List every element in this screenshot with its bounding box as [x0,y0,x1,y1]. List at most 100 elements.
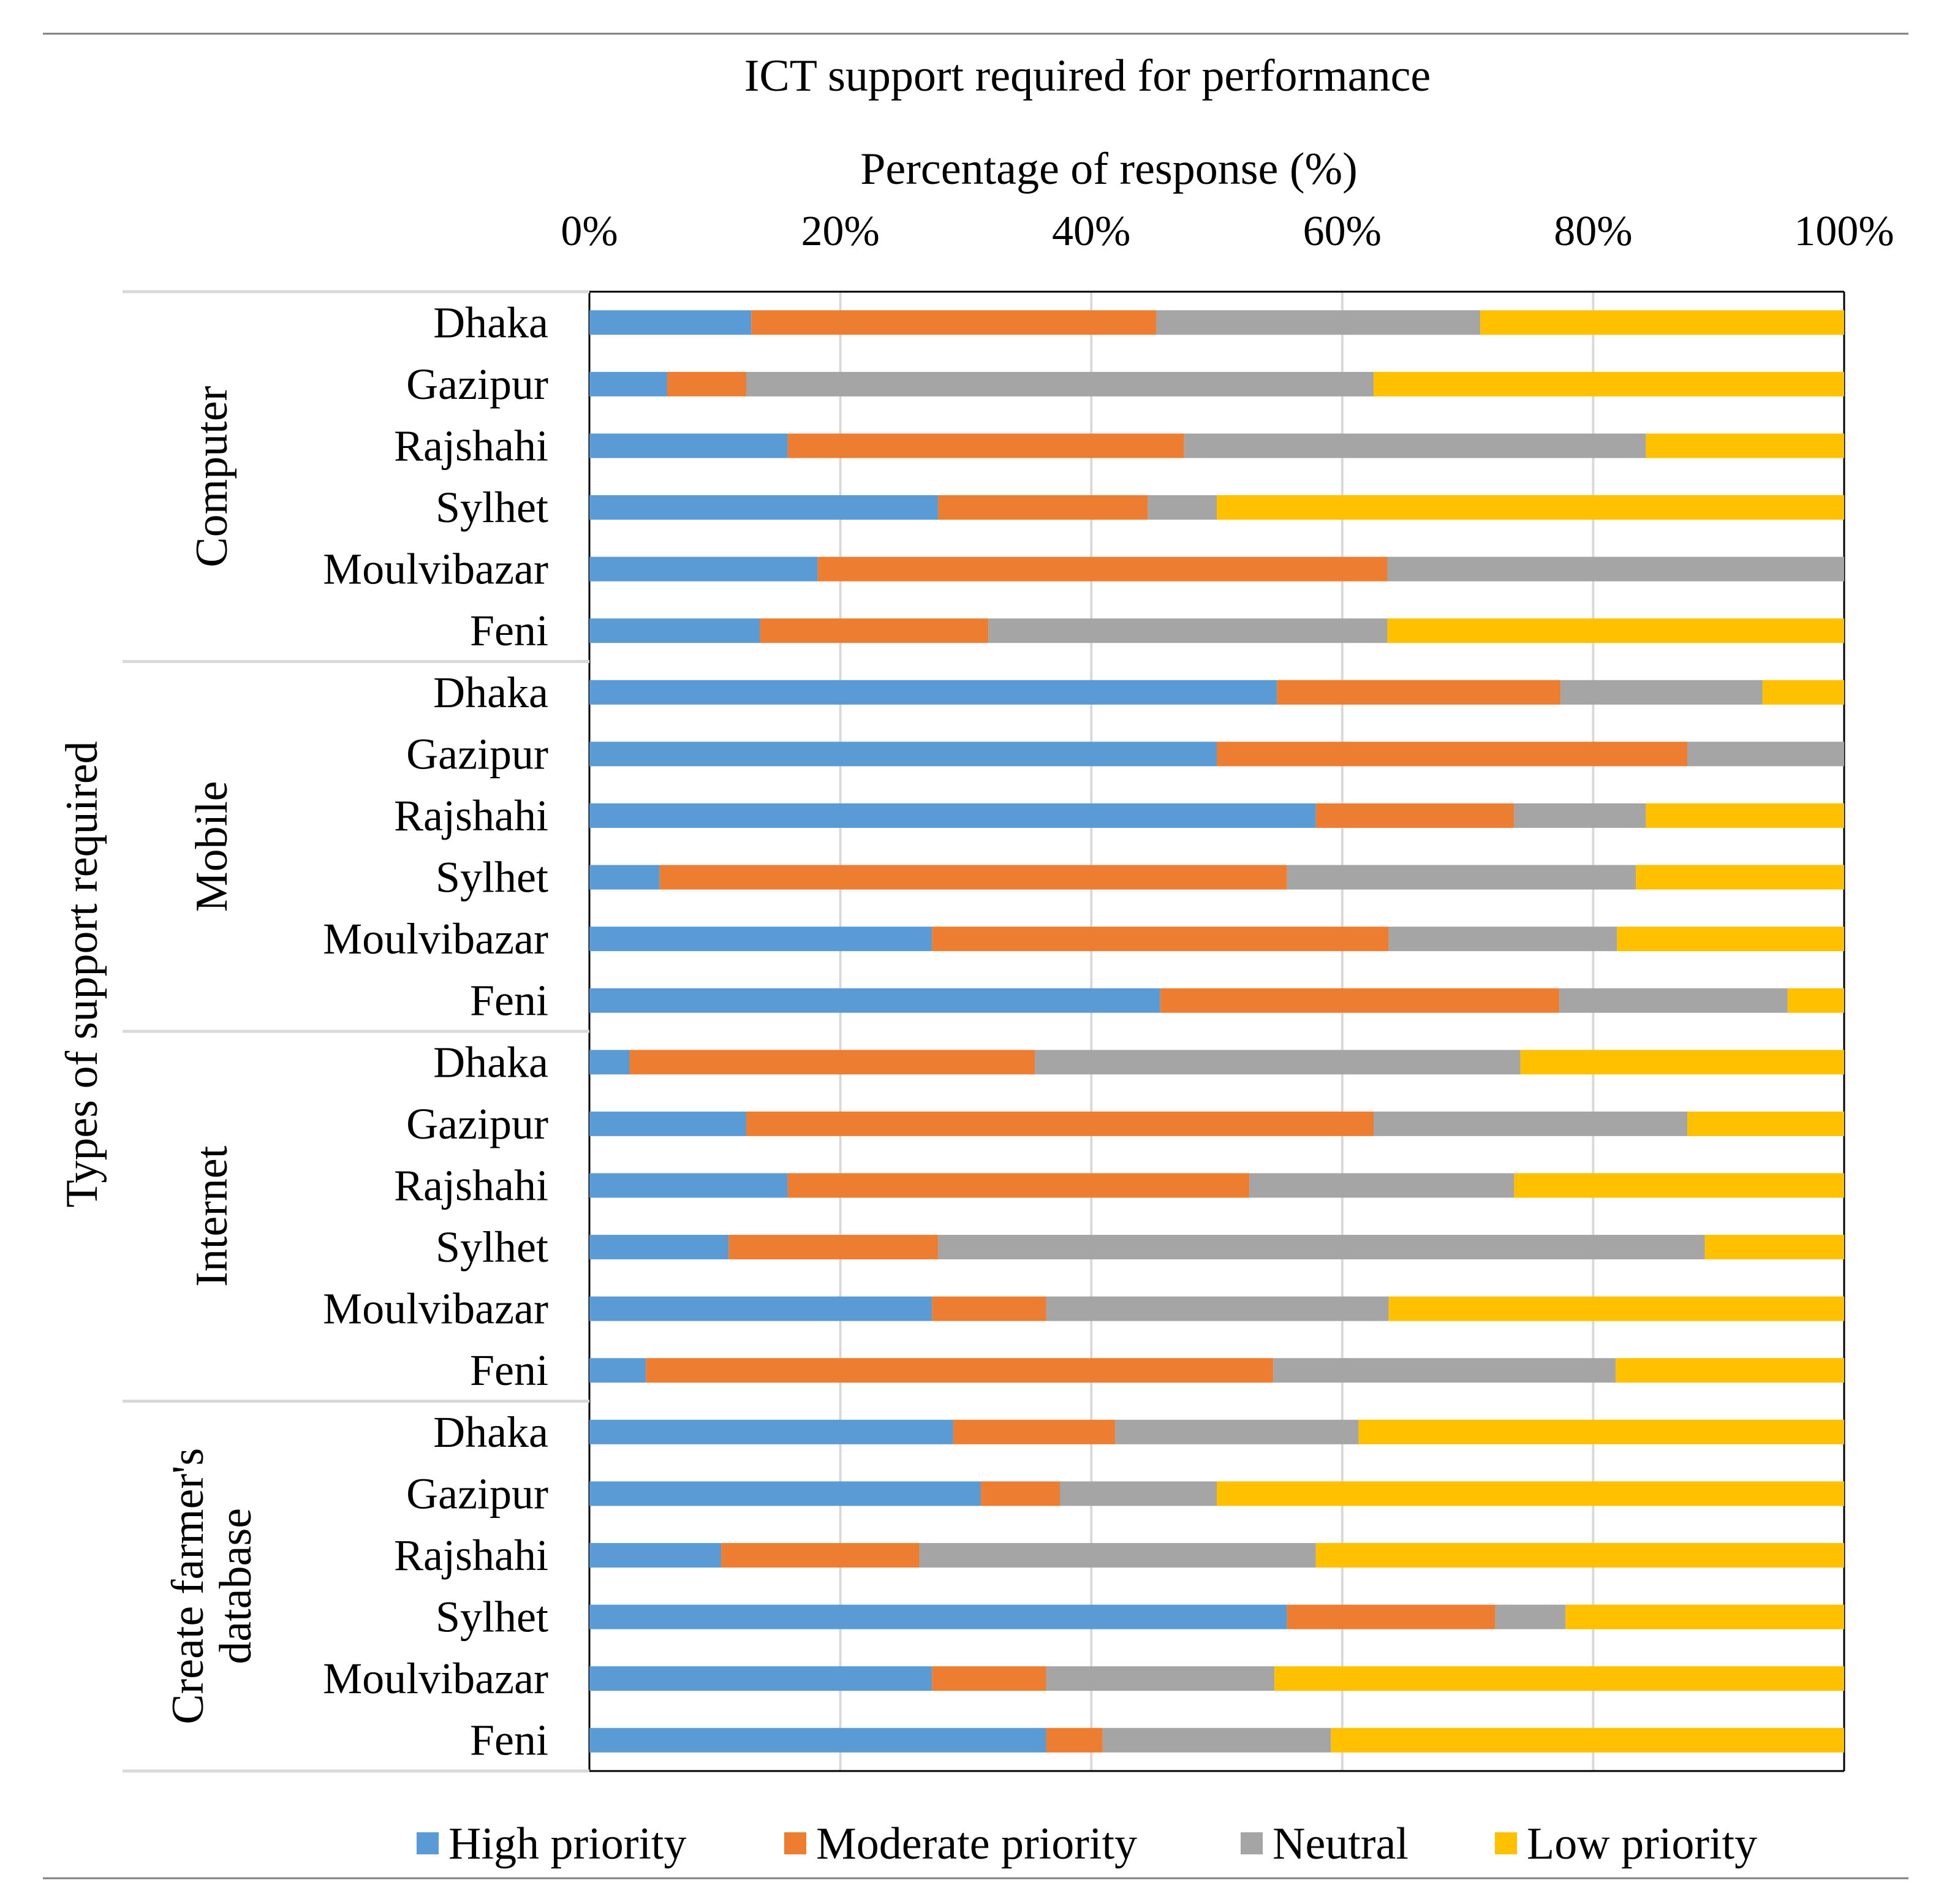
bar-neutral [1249,1173,1515,1198]
bar-low-priority [1387,618,1844,643]
bar-high-priority [589,1419,953,1444]
bar-neutral [938,1235,1705,1260]
bar-neutral [1115,1419,1359,1444]
group-label: Create farmer'sdatabase [163,1448,261,1724]
bar-low-priority [1315,1542,1844,1568]
bar-neutral [1046,1296,1389,1321]
category-label: Sylhet [436,483,548,532]
bar-neutral [1687,741,1844,767]
x-tick-label: 60% [1303,208,1382,255]
bar-low-priority [1480,310,1844,335]
bar-moderate-priority [932,1666,1046,1691]
bar-high-priority [589,371,667,396]
category-label: Rajshahi [394,791,548,840]
legend-label: High priority [448,1819,686,1869]
bar-moderate-priority [728,1235,939,1260]
legend-label: Neutral [1273,1819,1409,1869]
bar-high-priority [589,1728,1046,1753]
bar-low-priority [1331,1728,1844,1753]
bar-low-priority [1565,1604,1844,1629]
category-label: Rajshahi [394,1161,548,1210]
category-label: Sylhet [436,853,548,902]
bar-high-priority [589,433,788,458]
category-label: Rajshahi [394,1531,548,1580]
bar-moderate-priority [787,1173,1250,1198]
bar-neutral [1514,803,1646,828]
group-label: Mobile [187,781,237,912]
category-label: Rajshahi [394,421,548,470]
legend-label: Low priority [1527,1819,1757,1869]
category-label: Sylhet [436,1593,548,1642]
legend-swatch [1495,1832,1517,1854]
bar-neutral [1495,1604,1566,1629]
bar-neutral [1156,310,1481,335]
bar-low-priority [1646,803,1844,828]
bar-moderate-priority [667,371,746,396]
bar-neutral [1046,1666,1275,1691]
bar-high-priority [589,927,932,952]
x-tick-label: 20% [801,208,879,255]
x-tick-label: 40% [1052,208,1130,255]
category-label: Sylhet [436,1223,548,1272]
bar-neutral [1388,927,1617,952]
bar-low-priority [1617,927,1844,952]
bar-high-priority [589,1050,630,1075]
bar-moderate-priority [629,1050,1035,1075]
bar-high-priority [589,310,752,335]
category-label: Moulvibazar [323,1284,548,1333]
legend-swatch [417,1832,439,1854]
group-label: Computer [187,386,237,567]
bar-high-priority [589,1111,746,1136]
bar-neutral [919,1542,1316,1568]
bar-neutral [1559,988,1788,1013]
bar-low-priority [1217,495,1844,520]
bar-moderate-priority [1315,803,1515,828]
bar-moderate-priority [817,556,1388,582]
category-label: Feni [470,976,548,1025]
category-label: Feni [470,606,548,655]
bar-neutral [1374,1111,1687,1136]
bar-moderate-priority [1160,988,1560,1013]
bar-low-priority [1636,865,1844,890]
bar-moderate-priority [1217,741,1687,767]
bar-high-priority [589,741,1217,767]
chart-title: ICT support required for performance [744,51,1431,101]
bar-moderate-priority [659,865,1287,890]
bar-neutral [746,371,1374,396]
bar-high-priority [589,988,1160,1013]
bar-high-priority [589,1235,729,1260]
bar-low-priority [1762,680,1844,705]
bar-neutral [1102,1728,1331,1753]
x-tick-label: 0% [561,208,618,255]
bar-moderate-priority [646,1358,1274,1383]
bar-high-priority [589,556,818,582]
bar-low-priority [1514,1173,1844,1198]
bar-moderate-priority [721,1542,920,1568]
x-tick-label: 80% [1554,208,1632,255]
bar-moderate-priority [932,1296,1046,1321]
bar-low-priority [1217,1481,1844,1506]
bar-moderate-priority [751,310,1157,335]
bar-high-priority [589,1666,932,1691]
bar-low-priority [1520,1050,1844,1075]
category-label: Gazipur [406,360,548,409]
category-label: Dhaka [433,1408,548,1457]
category-label: Feni [470,1346,548,1395]
bar-high-priority [589,1604,1287,1629]
bar-low-priority [1358,1419,1844,1444]
bar-low-priority [1787,988,1844,1013]
legend-swatch [784,1832,806,1854]
bar-moderate-priority [787,433,1184,458]
bar-neutral [1560,680,1763,705]
bar-low-priority [1274,1666,1844,1691]
bar-low-priority [1616,1358,1844,1383]
bar-neutral [1387,556,1844,582]
bar-moderate-priority [1046,1728,1103,1753]
bar-low-priority [1704,1235,1844,1260]
category-label: Gazipur [406,1099,548,1148]
bar-high-priority [589,1296,932,1321]
bar-moderate-priority [953,1419,1116,1444]
group-label: Internet [187,1145,237,1287]
x-tick-label: 100% [1794,208,1894,255]
